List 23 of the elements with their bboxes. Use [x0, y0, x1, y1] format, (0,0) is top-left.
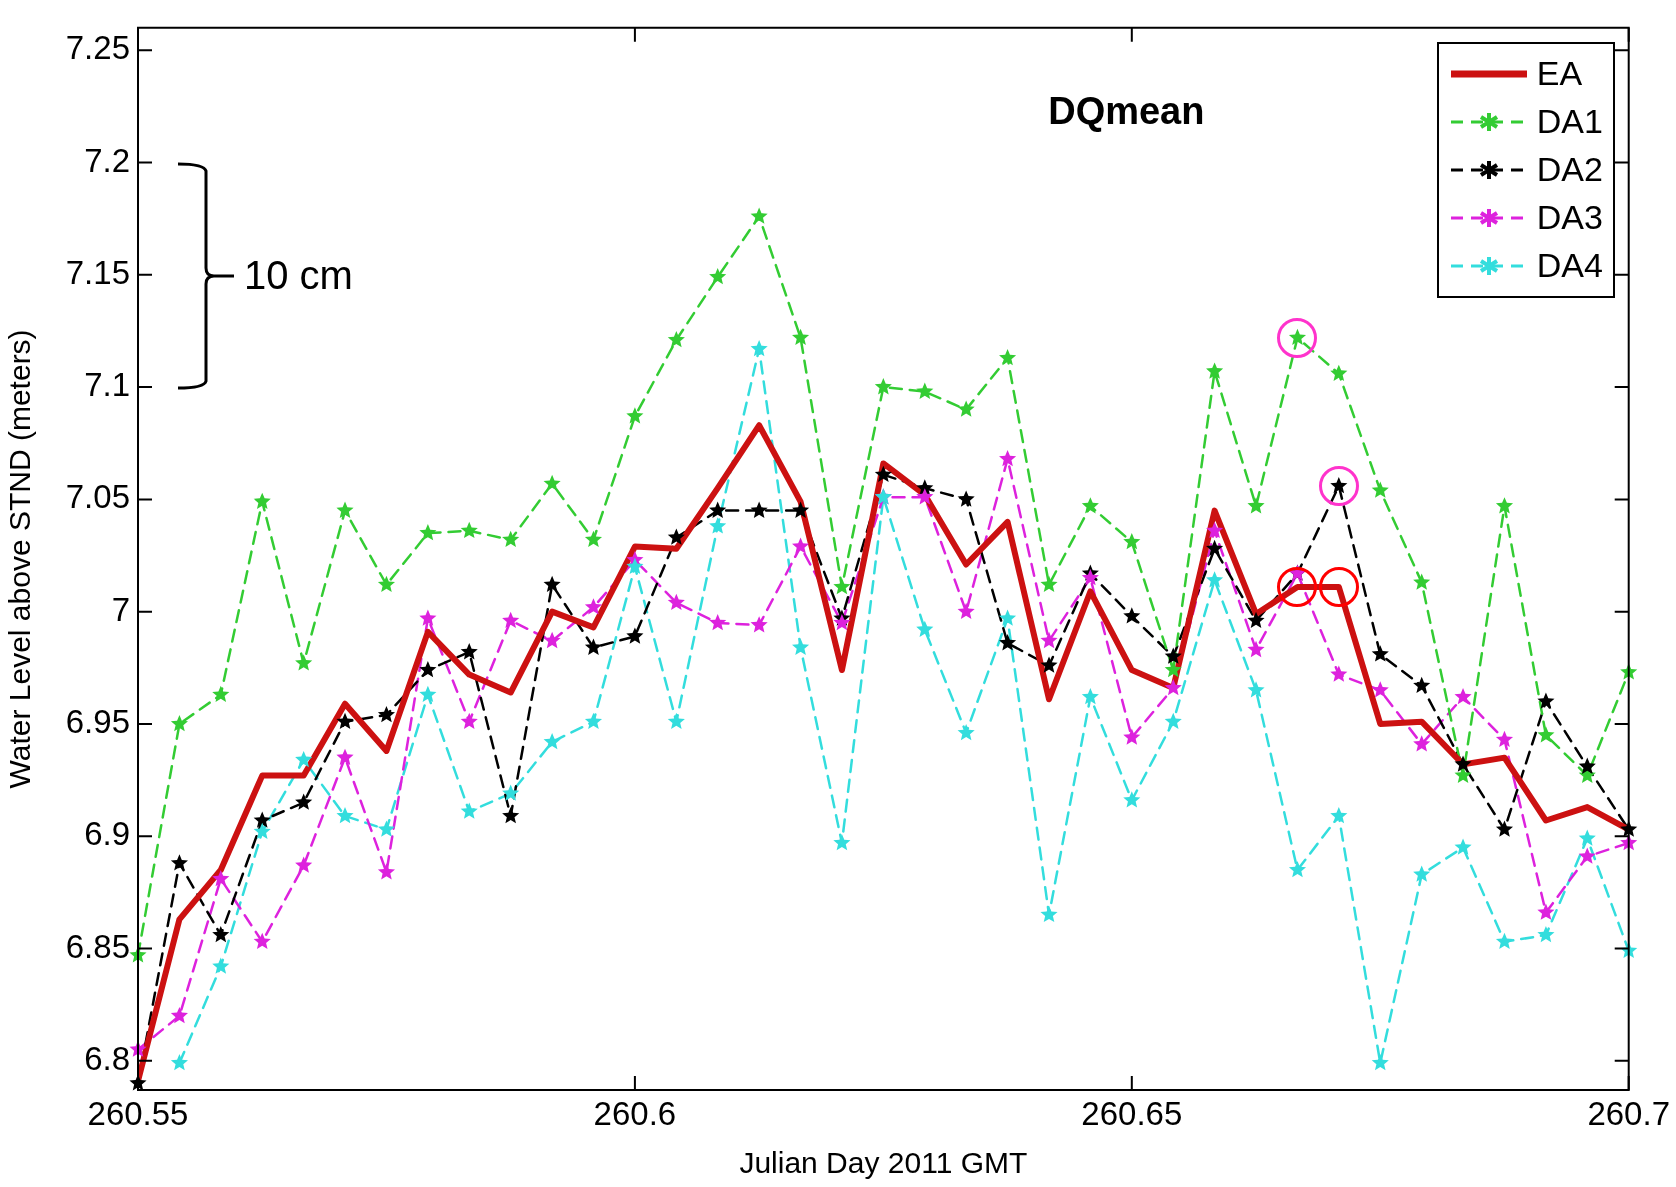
legend-label: DA2 [1536, 150, 1603, 190]
annotation: 10 cm [244, 253, 353, 299]
x-axis-title: Julian Day 2011 GMT [739, 1146, 1028, 1180]
x-tick-label: 260.65 [1081, 1094, 1183, 1132]
y-tick-label: 6.85 [65, 927, 130, 965]
legend-label: DA1 [1536, 102, 1603, 142]
y-tick-label: 7.1 [84, 366, 130, 404]
x-tick-label: 260.55 [87, 1094, 189, 1132]
y-tick-label: 7 [111, 590, 130, 628]
y-tick-label: 6.9 [84, 815, 130, 853]
legend-label: DA4 [1536, 246, 1603, 286]
legend-label: DA3 [1536, 198, 1603, 238]
y-tick-label: 7.15 [65, 253, 130, 291]
legend-label: EA [1536, 54, 1583, 94]
y-tick-label: 7.05 [65, 478, 130, 516]
text: DQmean [1048, 90, 1205, 133]
y-tick-label: 7.2 [84, 141, 130, 179]
y-tick-label: 6.95 [65, 703, 130, 741]
y-axis-title: Water Level above STND (meters) [3, 329, 37, 789]
y-tick-label: 7.25 [65, 29, 130, 67]
y-tick-label: 6.8 [84, 1039, 130, 1077]
x-tick-label: 260.7 [1587, 1094, 1671, 1132]
x-tick-label: 260.6 [593, 1094, 677, 1132]
